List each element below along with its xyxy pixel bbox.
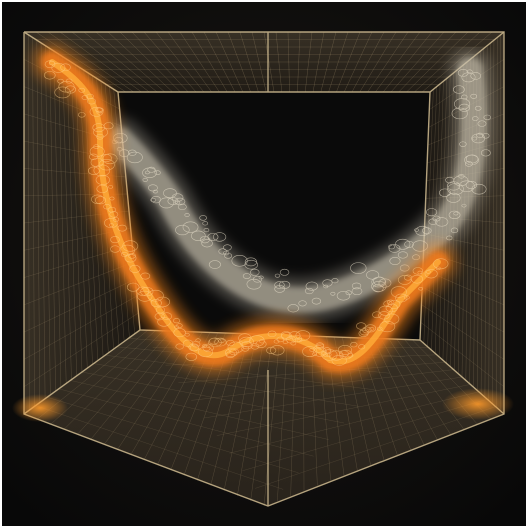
orange-ribbon-icon	[32, 42, 458, 382]
cube-floor-face	[24, 330, 504, 506]
cube-top-face	[24, 32, 504, 92]
grey-ribbon-icon	[98, 48, 496, 323]
left-corner-glow	[12, 394, 68, 422]
right-corner-glow	[442, 388, 514, 420]
